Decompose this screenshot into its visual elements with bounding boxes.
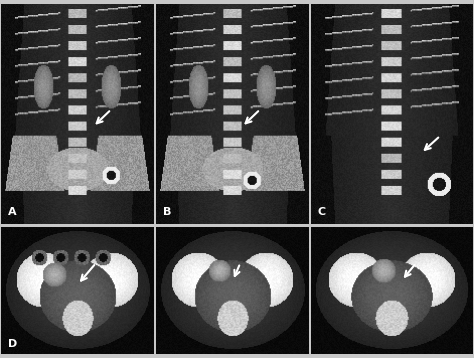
Text: D: D: [8, 339, 17, 349]
Text: C: C: [318, 207, 326, 217]
Text: B: B: [163, 207, 171, 217]
Text: A: A: [8, 207, 16, 217]
